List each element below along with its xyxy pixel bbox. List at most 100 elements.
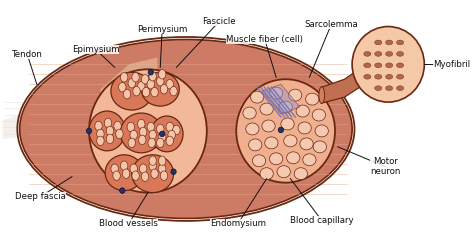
Polygon shape [262, 84, 300, 114]
Circle shape [86, 128, 91, 134]
Ellipse shape [89, 111, 125, 151]
Ellipse shape [168, 130, 175, 140]
Ellipse shape [270, 87, 283, 99]
Ellipse shape [397, 74, 404, 79]
Text: Myofibril: Myofibril [433, 60, 470, 69]
Circle shape [171, 169, 176, 174]
Ellipse shape [149, 161, 156, 170]
Circle shape [352, 27, 424, 102]
Ellipse shape [138, 135, 146, 145]
Ellipse shape [374, 51, 382, 56]
Ellipse shape [139, 127, 147, 137]
Ellipse shape [113, 171, 120, 180]
Ellipse shape [130, 130, 137, 140]
Ellipse shape [120, 72, 128, 82]
Ellipse shape [34, 119, 319, 189]
Ellipse shape [246, 123, 259, 135]
Polygon shape [100, 57, 157, 101]
Ellipse shape [118, 82, 126, 92]
Text: Blood vessels: Blood vessels [100, 219, 158, 228]
Ellipse shape [151, 87, 158, 97]
Ellipse shape [141, 72, 179, 106]
Text: Tendon: Tendon [12, 50, 43, 59]
Ellipse shape [97, 136, 104, 146]
Ellipse shape [128, 78, 136, 88]
Ellipse shape [137, 119, 145, 129]
Ellipse shape [386, 63, 393, 68]
Ellipse shape [374, 63, 382, 68]
Ellipse shape [132, 155, 173, 193]
Polygon shape [2, 97, 86, 139]
Ellipse shape [156, 138, 164, 148]
Ellipse shape [34, 59, 319, 149]
Ellipse shape [294, 168, 308, 180]
Ellipse shape [105, 155, 143, 190]
Ellipse shape [166, 136, 173, 146]
Text: Perimysium: Perimysium [137, 25, 187, 34]
Ellipse shape [158, 132, 166, 142]
Ellipse shape [156, 76, 164, 86]
Text: Muscle fiber (cell): Muscle fiber (cell) [226, 35, 303, 44]
Ellipse shape [364, 74, 371, 79]
Circle shape [119, 188, 125, 193]
Ellipse shape [277, 166, 291, 178]
Ellipse shape [137, 81, 145, 91]
Ellipse shape [296, 105, 310, 117]
Ellipse shape [262, 120, 275, 132]
Ellipse shape [265, 137, 278, 149]
Polygon shape [322, 47, 390, 103]
Ellipse shape [284, 135, 297, 147]
Ellipse shape [250, 91, 264, 103]
Ellipse shape [20, 39, 352, 218]
Circle shape [148, 70, 154, 75]
Circle shape [160, 131, 165, 137]
Ellipse shape [139, 164, 147, 174]
Ellipse shape [303, 154, 316, 166]
Ellipse shape [298, 122, 311, 134]
Ellipse shape [319, 87, 325, 103]
Ellipse shape [151, 116, 183, 152]
Ellipse shape [111, 72, 153, 110]
Ellipse shape [141, 172, 149, 181]
Ellipse shape [128, 138, 136, 148]
Ellipse shape [166, 122, 173, 132]
Text: Fascicle: Fascicle [202, 17, 236, 26]
Ellipse shape [160, 171, 168, 180]
Text: Blood capillary: Blood capillary [290, 216, 354, 225]
Ellipse shape [166, 80, 173, 89]
Ellipse shape [252, 155, 266, 167]
Ellipse shape [270, 153, 283, 165]
Ellipse shape [158, 164, 166, 174]
Ellipse shape [158, 70, 166, 79]
Ellipse shape [289, 89, 302, 101]
Ellipse shape [260, 103, 273, 115]
Ellipse shape [386, 86, 393, 91]
Ellipse shape [114, 121, 121, 131]
Ellipse shape [397, 86, 404, 91]
Ellipse shape [141, 75, 149, 84]
Ellipse shape [130, 164, 137, 174]
Ellipse shape [147, 122, 155, 132]
Text: Endomysium: Endomysium [210, 219, 266, 228]
Ellipse shape [281, 118, 294, 130]
Ellipse shape [313, 141, 327, 153]
Text: Deep fascia: Deep fascia [15, 192, 66, 201]
Ellipse shape [149, 156, 156, 165]
Ellipse shape [106, 134, 114, 144]
Ellipse shape [133, 87, 140, 96]
Ellipse shape [160, 84, 168, 94]
Circle shape [89, 69, 207, 193]
Ellipse shape [170, 87, 177, 96]
Text: Motor
neuron: Motor neuron [370, 157, 401, 176]
Ellipse shape [374, 74, 382, 79]
Ellipse shape [123, 89, 131, 99]
Ellipse shape [158, 156, 166, 165]
Ellipse shape [374, 86, 382, 91]
Ellipse shape [132, 171, 139, 180]
Ellipse shape [111, 164, 118, 174]
Ellipse shape [248, 139, 262, 151]
Ellipse shape [306, 93, 319, 105]
Ellipse shape [374, 40, 382, 45]
Ellipse shape [151, 169, 158, 178]
Ellipse shape [97, 129, 104, 139]
